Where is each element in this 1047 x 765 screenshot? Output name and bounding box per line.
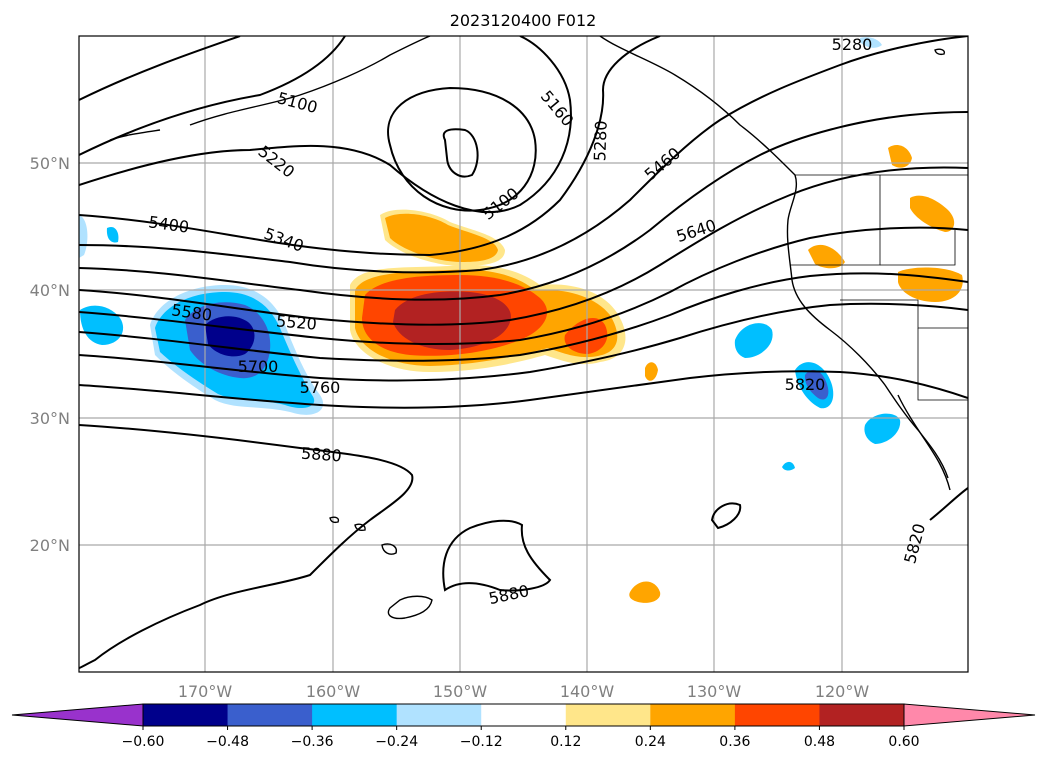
contour-label: 5280: [590, 120, 610, 161]
lat-label: 40°N: [30, 281, 70, 300]
positive-bc-patch: [888, 145, 912, 168]
colorbar-segment: [396, 704, 482, 726]
lat-label: 30°N: [30, 409, 70, 428]
positive-south-patch: [629, 581, 661, 603]
colorbar-outline: [142, 703, 905, 727]
colorbar-segment: [650, 704, 736, 726]
colorbar-segment: [565, 704, 651, 726]
colorbar-extend-low: [11, 703, 144, 727]
map-frame: [78, 35, 969, 673]
positive-dark-red-region: [393, 291, 511, 350]
lon-label: 120°W: [815, 682, 870, 701]
contour-label: 5820: [785, 375, 826, 394]
colorbar-tick-label: −0.60: [122, 734, 165, 750]
colorbar-segment: [312, 704, 398, 726]
contour-label: 5520: [275, 311, 317, 333]
political-borders: [790, 174, 968, 401]
colorbar-segment: [143, 704, 229, 726]
colorbar: −0.60 −0.48 −0.36 −0.24 −0.12 0.12 0.24 0.36 0.4…: [11, 703, 1036, 750]
shaded-field: [79, 37, 963, 603]
colorbar-tick-label: 0.48: [804, 734, 835, 750]
lat-label: 50°N: [30, 154, 70, 173]
colorbar-tick-label: −0.12: [460, 734, 503, 750]
positive-north-orange: [385, 213, 498, 262]
positive-coast-patch-1: [808, 244, 845, 269]
positive-small-patch: [645, 362, 658, 381]
negative-small-patch: [106, 226, 119, 243]
negative-east-patch-2-core: [804, 369, 829, 400]
colorbar-tick-label: 0.24: [635, 734, 666, 750]
colorbar-extend-high: [903, 703, 1036, 727]
colorbar-tick-label: 0.12: [550, 734, 581, 750]
colorbar-segment: [481, 704, 567, 726]
colorbar-tick-label: −0.24: [375, 734, 418, 750]
colorbar-segment: [227, 704, 313, 726]
positive-inland-patch-2: [910, 195, 955, 232]
colorbar-tick-label: −0.48: [206, 734, 249, 750]
colorbar-segment: [819, 704, 905, 726]
colorbar-tick-label: 0.60: [888, 734, 919, 750]
colorbar-tick-label: −0.36: [291, 734, 334, 750]
longitude-labels: 170°W 160°W 150°W 140°W 130°W 120°W: [178, 682, 870, 701]
contour-label: 5760: [300, 378, 341, 397]
lon-label: 140°W: [560, 682, 615, 701]
negative-east-patch-1: [734, 323, 773, 358]
negative-top-patch: [860, 37, 882, 48]
negative-tiny-patch: [782, 461, 795, 471]
lon-label: 150°W: [433, 682, 488, 701]
contour-label: 5880: [300, 444, 342, 466]
lon-label: 160°W: [306, 682, 361, 701]
map-area: 5280 5160 5100 5100 5280 5220 5460 5400 …: [79, 35, 968, 672]
colorbar-segment: [734, 704, 820, 726]
figure-title: 2023120400 F012: [450, 11, 597, 30]
lon-label: 130°W: [687, 682, 742, 701]
latitude-labels: 50°N 40°N 30°N 20°N: [30, 154, 70, 555]
lat-label: 20°N: [30, 536, 70, 555]
negative-east-patch-3: [864, 413, 901, 444]
contour-label: 5280: [832, 35, 873, 54]
height-contours: [79, 36, 968, 669]
colorbar-tick-label: 0.36: [719, 734, 750, 750]
lon-label: 170°W: [178, 682, 233, 701]
negative-left-sliver: [79, 215, 88, 258]
contour-label: 5700: [238, 357, 279, 376]
